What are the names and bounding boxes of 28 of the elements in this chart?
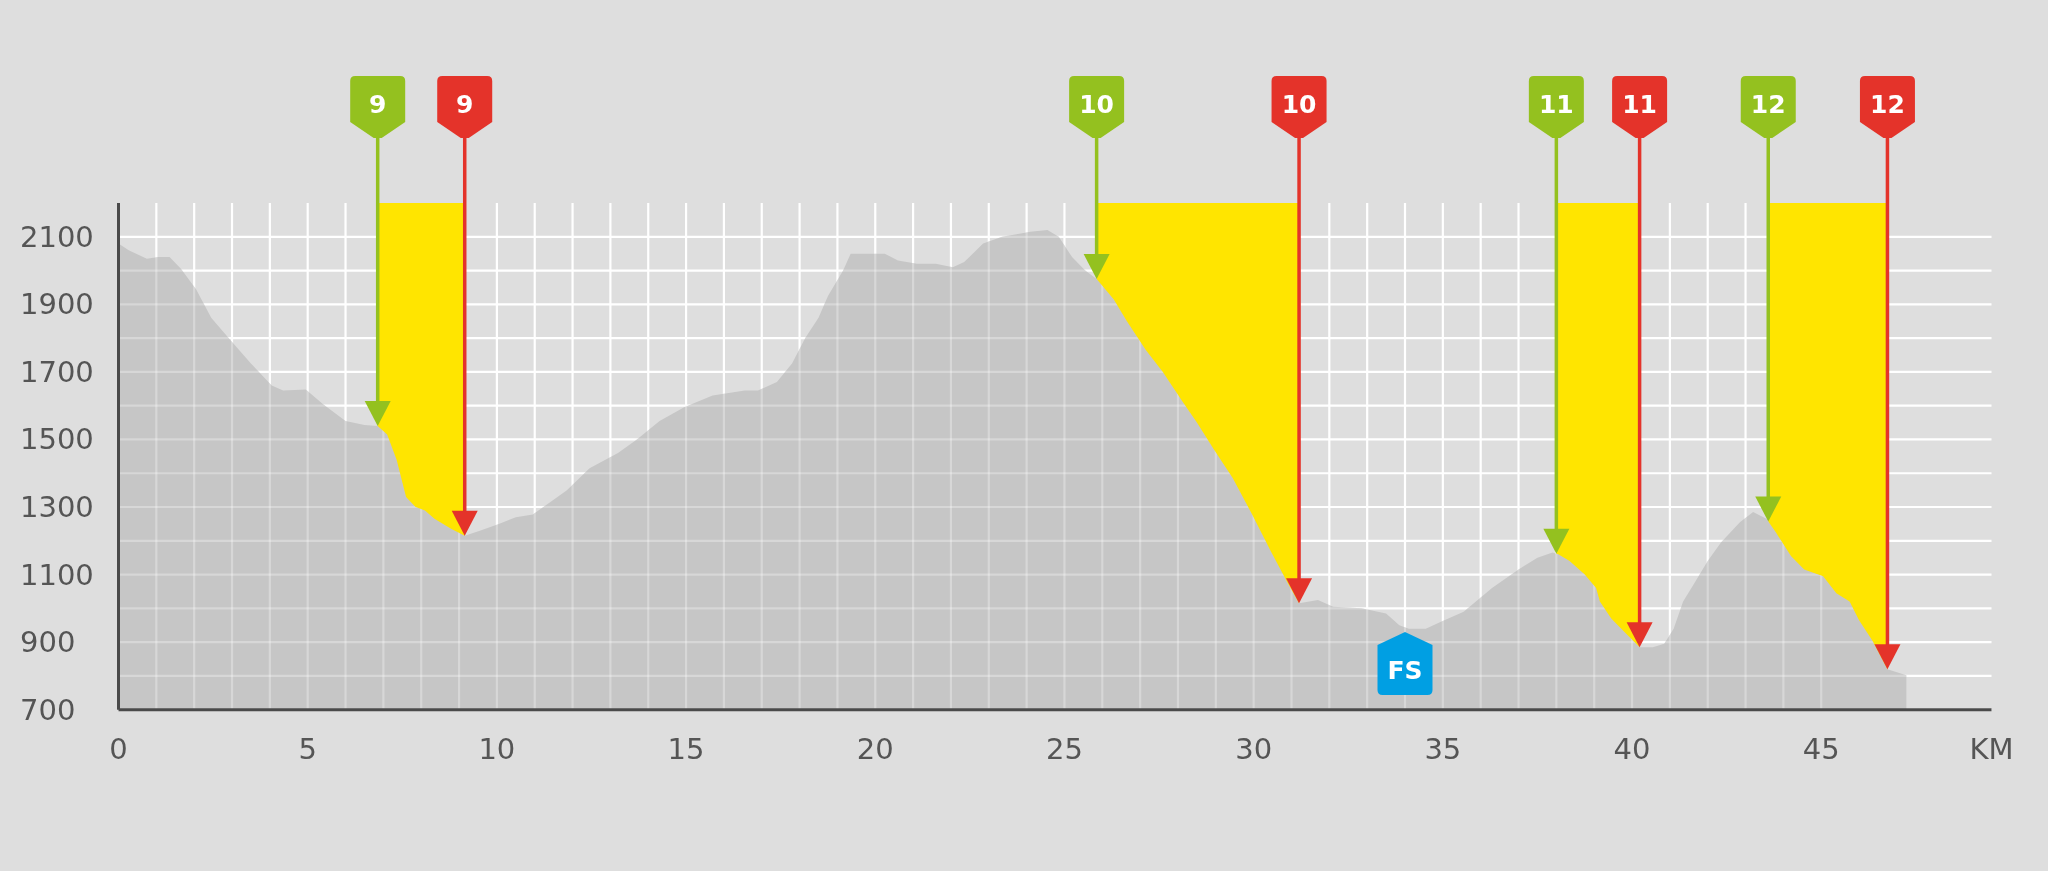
text: 12 [1870,89,1905,119]
text: 12 [1750,89,1786,119]
y-tick-label: 700 [20,692,76,727]
y-tick-label: 2100 [20,219,94,254]
y-tick-label: 1500 [20,422,94,457]
x-tick-label: 40 [1613,732,1651,766]
y-tick-label: 1100 [20,557,94,592]
annotation: FS [1387,655,1423,685]
x-tick-label: 30 [1235,732,1273,766]
text: 10 [1281,89,1317,119]
text: 9 [368,89,387,119]
x-tick-label: 10 [478,732,516,766]
x-tick-label: 15 [667,732,705,766]
text: 9 [456,89,474,119]
y-tick-label: 1700 [20,354,94,389]
x-tick-label: 35 [1424,732,1462,766]
x-tick-label: 0 [109,732,128,766]
y-tick-label: 900 [20,625,76,660]
x-tick-label: 20 [856,732,894,766]
y-tick-label: 1900 [20,287,94,322]
x-tick-label: 25 [1046,732,1083,766]
x-tick-label: 45 [1802,732,1840,766]
text: 11 [1622,89,1657,119]
x-axis-title: KM [1969,732,2014,766]
x-tick-label: 5 [298,732,317,766]
text: 11 [1538,89,1574,119]
text: 10 [1079,89,1115,119]
y-tick-label: 1300 [20,490,94,525]
